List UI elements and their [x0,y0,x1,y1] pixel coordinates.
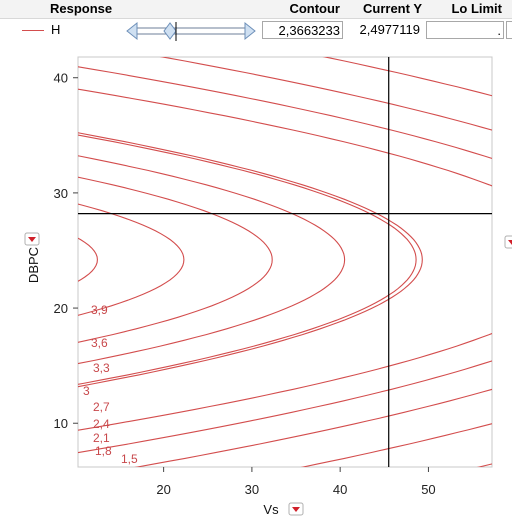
contour-line [78,176,273,343]
response-name: H [51,22,61,37]
header-lo-limit: Lo Limit [451,1,502,16]
y-axis-ticks: 10 20 30 40 [54,71,78,431]
y-tick-label: 40 [54,71,68,86]
contour-level-label: 3,6 [91,336,108,350]
hi-limit-input-partial[interactable] [506,21,512,39]
contour-level-label: 1,8 [95,444,112,458]
contour-line [78,155,346,365]
contour-slider[interactable] [126,20,256,42]
crosshair[interactable] [78,57,492,467]
y-tick-label: 10 [54,416,68,431]
contour-labels: 1,5 1,82,12,4 2,733,3 3,6 3,9 [83,303,138,466]
x-axis-dropdown-icon[interactable] [288,502,304,516]
contour-line [78,132,423,388]
contour-value-input[interactable]: 2,3663233 [262,21,343,39]
slider-left-arrow-icon [126,21,138,41]
plot-frame [77,56,493,468]
y-tick-label: 20 [54,301,68,316]
x-tick-label: 50 [421,482,435,497]
x-axis-title: Vs [263,502,279,517]
contour-line [134,57,492,467]
response-legend-line [22,30,44,31]
y-axis-dropdown-icon[interactable] [24,232,40,246]
x-tick-label: 40 [333,482,347,497]
contour-line [78,88,492,431]
x-axis-ticks: 20 30 40 50 [156,467,436,497]
x-tick-label: 30 [245,482,259,497]
y-tick-label: 30 [54,186,68,201]
right-axis-dropdown-icon[interactable] [504,235,512,249]
y-axis-title: DBPC [26,247,41,283]
contour-line [78,66,492,454]
contour-level-label: 3,9 [91,303,108,317]
contour-line [78,134,417,385]
contour-line [78,203,185,316]
x-tick-label: 20 [156,482,170,497]
current-y-value: 2,4977119 [359,22,421,37]
header-response: Response [50,1,113,16]
contour-level-label: 2,7 [93,400,110,414]
contour-curves [78,57,492,467]
contour-line [78,237,98,282]
contour-level-label: 2,1 [93,431,110,445]
lo-limit-input[interactable]: . [426,21,504,39]
response-row: H 2,3663233 2,4977119 . [0,19,512,43]
header-current-y: Current Y [363,1,422,16]
contour-level-label: 3,3 [93,361,110,375]
header-contour: Contour [289,1,340,16]
contour-level-label: 3 [83,384,90,398]
contour-level-label: 2,4 [93,417,110,431]
slider-right-arrow-icon [244,21,256,41]
response-table-header: Response Contour Current Y Lo Limit [0,0,512,19]
contour-level-label: 1,5 [121,452,138,466]
